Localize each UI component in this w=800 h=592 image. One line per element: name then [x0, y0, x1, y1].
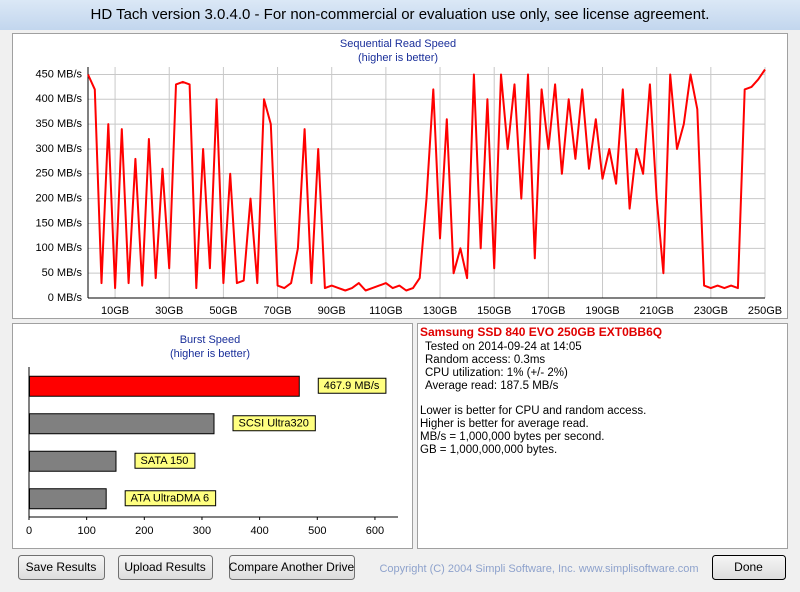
x-tick-label: 190GB — [585, 305, 619, 317]
detail: CPU utilization: 1% (+/- 2%) — [425, 367, 568, 379]
x-tick-label: 130GB — [423, 305, 457, 317]
x-tick-label: 30GB — [155, 305, 183, 317]
bar — [29, 450, 117, 472]
info-panel — [417, 323, 788, 549]
category-label: SCSI Ultra320 — [239, 418, 309, 430]
button[interactable] — [712, 555, 786, 580]
x-tick-label: 110GB — [369, 305, 402, 317]
seq-subtitle: (higher is better) — [358, 52, 438, 64]
x-tick-label: 150GB — [477, 305, 511, 317]
copyright: Copyright (C) 2004 Simpli Software, Inc.… — [379, 563, 698, 575]
button[interactable] — [229, 555, 355, 580]
detail: Random access: 0.3ms — [425, 354, 545, 366]
read-speed-line — [87, 68, 766, 292]
y-tick-label: 400 MB/s — [36, 93, 83, 105]
seq-title: Sequential Read Speed — [340, 38, 456, 50]
x-tick-label: 90GB — [318, 305, 346, 317]
x-tick-label: 300 — [193, 525, 211, 537]
label-box — [134, 452, 196, 469]
y-tick-label: 100 MB/s — [36, 242, 83, 254]
window-title: HD Tach version 3.0.4.0 - For non-commer… — [91, 6, 710, 23]
x-tick-label: 170GB — [531, 305, 565, 317]
button[interactable] — [118, 555, 213, 580]
detail: Tested on 2014-09-24 at 14:05 — [425, 341, 582, 353]
category-label: SATA 150 — [140, 455, 188, 467]
bar — [29, 488, 107, 510]
y-tick-label: 250 MB/s — [36, 168, 83, 180]
note: Lower is better for CPU and random acces… — [420, 405, 646, 417]
button[interactable] — [18, 555, 105, 580]
title-bar — [0, 0, 800, 30]
x-tick-label: 0 — [26, 525, 32, 537]
x-tick-label: 500 — [308, 525, 326, 537]
y-tick-label: 300 MB/s — [36, 143, 83, 155]
button-label[interactable]: Upload Results — [124, 560, 205, 574]
x-tick-label: 200 — [135, 525, 153, 537]
burst-subtitle: (higher is better) — [170, 348, 250, 360]
drive-name: Samsung SSD 840 EVO 250GB EXT0BB6Q — [420, 325, 662, 339]
x-tick-label: 70GB — [263, 305, 291, 317]
label-box — [232, 415, 316, 432]
value-label: 467.9 MB/s — [324, 380, 380, 392]
x-tick-label: 400 — [250, 525, 268, 537]
note: MB/s = 1,000,000 bytes per second. — [420, 431, 604, 443]
burst-title: Burst Speed — [180, 334, 241, 346]
button-label[interactable]: Compare Another Drive — [229, 560, 355, 574]
button-label[interactable]: Done — [734, 560, 763, 574]
burst-panel — [12, 323, 413, 549]
y-tick-label: 450 MB/s — [36, 68, 83, 80]
label-box — [317, 377, 387, 394]
label-box — [124, 490, 217, 507]
y-tick-label: 200 MB/s — [36, 193, 83, 205]
detail: Average read: 187.5 MB/s — [425, 380, 559, 392]
note: GB = 1,000,000,000 bytes. — [420, 444, 557, 456]
bar — [29, 413, 215, 435]
y-tick-label: 350 MB/s — [36, 118, 83, 130]
x-tick-label: 210GB — [640, 305, 674, 317]
note: Higher is better for average read. — [420, 418, 589, 430]
x-tick-label: 600 — [366, 525, 384, 537]
y-tick-label: 0 MB/s — [48, 292, 83, 304]
y-tick-label: 150 MB/s — [36, 217, 83, 229]
x-tick-label: 230GB — [694, 305, 728, 317]
category-label: ATA UltraDMA 6 — [131, 493, 209, 505]
x-tick-label: 10GB — [101, 305, 129, 317]
x-tick-label: 50GB — [209, 305, 237, 317]
x-tick-label: 250GB — [748, 305, 782, 317]
y-tick-label: 50 MB/s — [42, 267, 83, 279]
x-tick-label: 100 — [77, 525, 95, 537]
bar — [29, 375, 300, 397]
button-label[interactable]: Save Results — [26, 560, 97, 574]
